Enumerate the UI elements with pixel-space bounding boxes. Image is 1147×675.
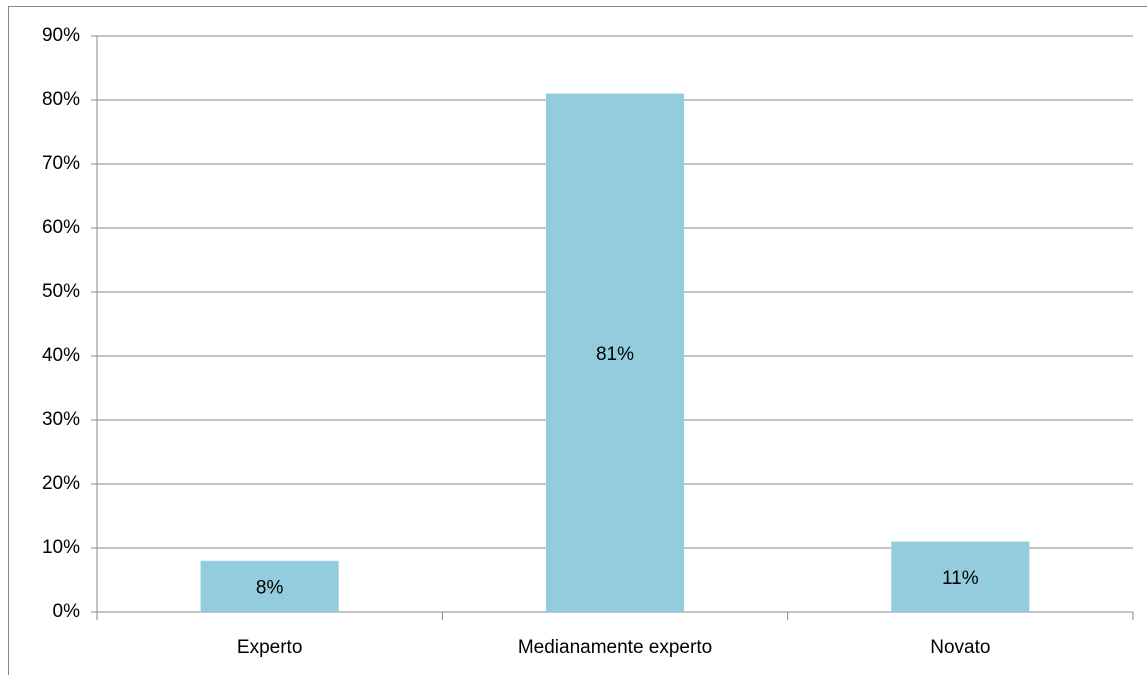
y-tick-label: 40%: [42, 345, 80, 366]
data-label: 81%: [596, 344, 634, 365]
x-tick-label: Experto: [237, 637, 302, 658]
y-tick-label: 10%: [42, 537, 80, 558]
chart-border: [8, 6, 1147, 675]
y-tick-label: 30%: [42, 409, 80, 430]
data-label: 11%: [942, 568, 979, 589]
x-tick-label: Medianamente experto: [518, 637, 712, 658]
y-tick-label: 0%: [53, 601, 81, 622]
y-tick-label: 70%: [42, 153, 80, 174]
bar: [891, 541, 1030, 612]
y-tick-label: 20%: [42, 473, 80, 494]
bar: [545, 93, 685, 613]
x-tick-label: Novato: [930, 637, 990, 658]
y-tick-label: 90%: [42, 25, 80, 46]
y-tick-label: 60%: [42, 217, 80, 238]
y-tick-label: 50%: [42, 281, 80, 302]
bar: [200, 560, 339, 612]
data-label: 8%: [256, 577, 284, 598]
y-tick-label: 80%: [42, 89, 80, 110]
